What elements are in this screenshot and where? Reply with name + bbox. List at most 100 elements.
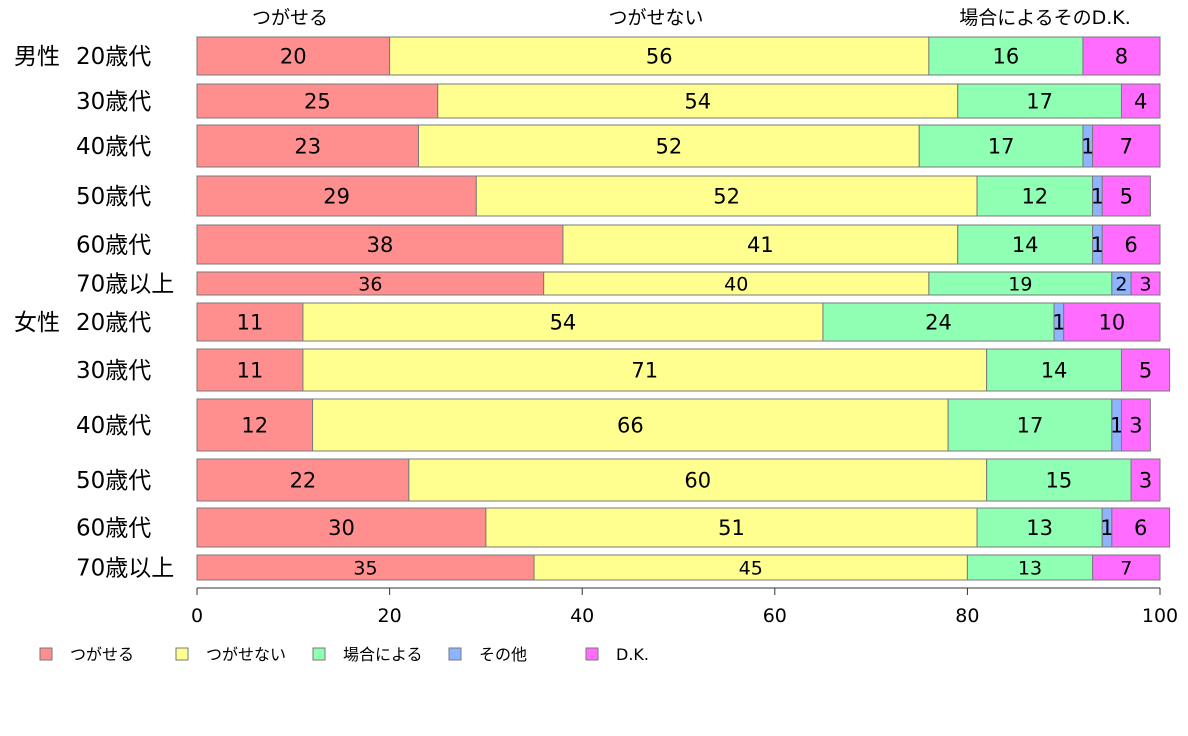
data-label: 10 bbox=[1098, 311, 1125, 335]
bar-segment bbox=[302, 348, 988, 392]
bar-segment bbox=[1082, 36, 1161, 76]
data-label: 54 bbox=[684, 90, 711, 114]
data-label: 11 bbox=[237, 359, 264, 383]
data-label: 35 bbox=[353, 557, 377, 579]
bar-segment bbox=[196, 175, 477, 217]
data-label: 8 bbox=[1115, 45, 1128, 69]
group-label: 男性 bbox=[14, 44, 60, 70]
bar-segment bbox=[957, 83, 1122, 119]
data-label: 54 bbox=[550, 311, 577, 335]
bar-segment bbox=[312, 398, 949, 452]
row-label: 70歳以上 bbox=[76, 556, 174, 582]
bar-segment bbox=[986, 348, 1122, 392]
data-label: 3 bbox=[1139, 469, 1152, 493]
bar-segment bbox=[196, 124, 419, 168]
data-label: 51 bbox=[718, 516, 745, 540]
legend-swatch bbox=[448, 647, 462, 661]
bar-segment bbox=[1120, 83, 1161, 119]
bar-segment bbox=[485, 507, 978, 548]
data-label: 66 bbox=[617, 414, 644, 438]
data-label: 20 bbox=[280, 45, 307, 69]
data-label: 6 bbox=[1134, 516, 1147, 540]
data-label: 1 bbox=[1081, 135, 1094, 159]
x-tick-label: 80 bbox=[955, 605, 979, 627]
row-label: 40歳代 bbox=[76, 134, 151, 160]
data-label: 11 bbox=[237, 311, 264, 335]
data-label: 1 bbox=[1091, 233, 1104, 257]
data-label: 4 bbox=[1134, 90, 1147, 114]
row-label: 40歳代 bbox=[76, 413, 151, 439]
bar-segment bbox=[562, 224, 959, 265]
data-label: 40 bbox=[724, 273, 748, 295]
row-label: 20歳代 bbox=[76, 44, 151, 70]
bar-segment bbox=[196, 398, 314, 452]
data-label: 56 bbox=[646, 45, 673, 69]
legend: つがせる つがせない 場合による その他 D.K. bbox=[39, 645, 649, 664]
bar-segment bbox=[1130, 271, 1161, 296]
top-labels: つがせる つがせない 場合によるそのD.K. bbox=[252, 7, 1131, 29]
legend-label: D.K. bbox=[616, 645, 649, 664]
bar-segment bbox=[196, 348, 304, 392]
bar-segment bbox=[1120, 398, 1151, 452]
bar-segment bbox=[389, 36, 930, 76]
data-label: 24 bbox=[925, 311, 952, 335]
data-label: 30 bbox=[328, 516, 355, 540]
data-label: 23 bbox=[294, 135, 321, 159]
x-tick-label: 60 bbox=[763, 605, 787, 627]
legend-label: その他 bbox=[479, 645, 527, 664]
data-label: 1 bbox=[1052, 311, 1065, 335]
x-tick-label: 20 bbox=[378, 605, 402, 627]
data-label: 14 bbox=[1041, 359, 1068, 383]
top-label: 場合によるそのD.K. bbox=[959, 7, 1131, 29]
bar-segment bbox=[1101, 175, 1151, 217]
bar-segment bbox=[1092, 124, 1161, 168]
group-label: 女性 bbox=[14, 310, 60, 336]
data-label: 1 bbox=[1100, 516, 1113, 540]
data-label: 38 bbox=[367, 233, 394, 257]
data-label: 7 bbox=[1120, 135, 1133, 159]
bar-segment bbox=[957, 224, 1094, 265]
bars: 20 56 16 825 54 17 423 52 17 1 729 52 12 1 538 41 14 1 636… bbox=[196, 36, 1171, 581]
bar-segment bbox=[822, 302, 1055, 342]
bar-segment bbox=[196, 224, 564, 265]
x-tick-label: 100 bbox=[1142, 605, 1178, 627]
data-label: 13 bbox=[1018, 557, 1042, 579]
data-label: 15 bbox=[1046, 469, 1073, 493]
top-label: つがせない bbox=[608, 7, 703, 29]
data-label: 17 bbox=[988, 135, 1015, 159]
data-label: 71 bbox=[631, 359, 658, 383]
data-label: 7 bbox=[1120, 557, 1132, 579]
data-label: 52 bbox=[713, 185, 740, 209]
row-label: 20歳代 bbox=[76, 310, 151, 336]
bar-segment bbox=[1101, 224, 1161, 265]
legend-swatch bbox=[175, 647, 189, 661]
legend-label: つがせる bbox=[70, 645, 134, 664]
data-label: 22 bbox=[290, 469, 317, 493]
row-label: 30歳代 bbox=[76, 89, 151, 115]
bar-segment bbox=[976, 175, 1094, 217]
data-label: 6 bbox=[1124, 233, 1137, 257]
row-label: 60歳代 bbox=[76, 233, 151, 259]
data-label: 13 bbox=[1026, 516, 1053, 540]
data-label: 17 bbox=[1026, 90, 1053, 114]
data-label: 19 bbox=[1008, 273, 1032, 295]
bar-segment bbox=[196, 458, 410, 502]
bar-segment bbox=[976, 507, 1103, 548]
data-label: 2 bbox=[1115, 273, 1127, 295]
top-label: つがせる bbox=[252, 7, 328, 29]
row-label: 30歳代 bbox=[76, 358, 151, 384]
bar-segment bbox=[417, 124, 920, 168]
row-label: 50歳代 bbox=[76, 468, 151, 494]
row-label: 70歳以上 bbox=[76, 272, 174, 298]
data-label: 60 bbox=[684, 469, 711, 493]
bar-segment bbox=[196, 83, 439, 119]
data-label: 41 bbox=[747, 233, 774, 257]
data-label: 17 bbox=[1017, 414, 1044, 438]
data-label: 12 bbox=[241, 414, 268, 438]
legend-swatch bbox=[39, 647, 53, 661]
bar-segment bbox=[1130, 458, 1161, 502]
row-label: 50歳代 bbox=[76, 184, 151, 210]
data-label: 14 bbox=[1012, 233, 1039, 257]
data-label: 5 bbox=[1139, 359, 1152, 383]
